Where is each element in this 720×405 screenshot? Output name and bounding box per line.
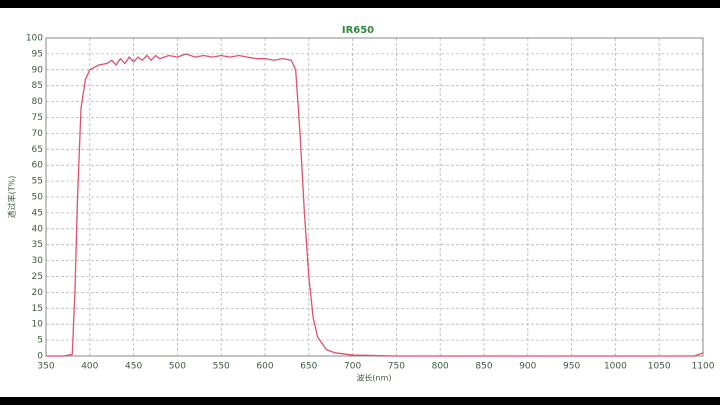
y-tick-label: 45 [32, 208, 43, 218]
data-line [46, 53, 704, 357]
y-tick-label: 40 [32, 224, 44, 234]
x-tick-label: 600 [256, 362, 273, 372]
x-tick-label: 550 [213, 362, 230, 372]
y-axis-label: 透过率(T%) [7, 176, 17, 219]
x-axis-label: 波长(nm) [356, 373, 391, 383]
y-tick-label: 30 [32, 256, 44, 266]
x-tick-label: 1100 [692, 362, 715, 372]
y-tick-label: 35 [32, 240, 43, 250]
y-tick-label: 50 [32, 193, 44, 203]
y-tick-label: 25 [32, 272, 43, 282]
y-tick-label: 5 [37, 336, 43, 346]
x-tick-label: 800 [432, 362, 449, 372]
y-tick-label: 10 [32, 320, 44, 330]
background [0, 8, 720, 397]
y-tick-label: 60 [32, 161, 44, 171]
x-tick-label: 400 [81, 362, 98, 372]
x-tick-label: 1050 [648, 362, 671, 372]
x-tick-label: 500 [169, 362, 186, 372]
y-tick-label: 20 [32, 288, 44, 298]
y-tick-label: 100 [26, 34, 43, 44]
y-tick-label: 85 [32, 81, 43, 91]
y-tick-label: 75 [32, 113, 43, 123]
x-tick-label: 700 [344, 362, 361, 372]
y-tick-label: 70 [32, 129, 44, 139]
y-tick-label: 0 [37, 352, 43, 362]
y-tick-label: 80 [32, 97, 44, 107]
x-tick-label: 650 [300, 362, 317, 372]
y-tick-label: 65 [32, 145, 43, 155]
x-tick-label: 950 [563, 362, 580, 372]
x-tick-label: 1000 [604, 362, 627, 372]
x-tick-label: 750 [388, 362, 405, 372]
x-tick-label: 900 [519, 362, 536, 372]
y-tick-label: 90 [32, 65, 44, 75]
y-tick-label: 15 [32, 304, 43, 314]
x-tick-label: 450 [125, 362, 142, 372]
y-tick-label: 95 [32, 49, 43, 59]
x-tick-label: 850 [475, 362, 492, 372]
x-tick-label: 350 [37, 362, 54, 372]
y-tick-label: 55 [32, 177, 43, 187]
chart-title: IR650 [342, 25, 374, 36]
